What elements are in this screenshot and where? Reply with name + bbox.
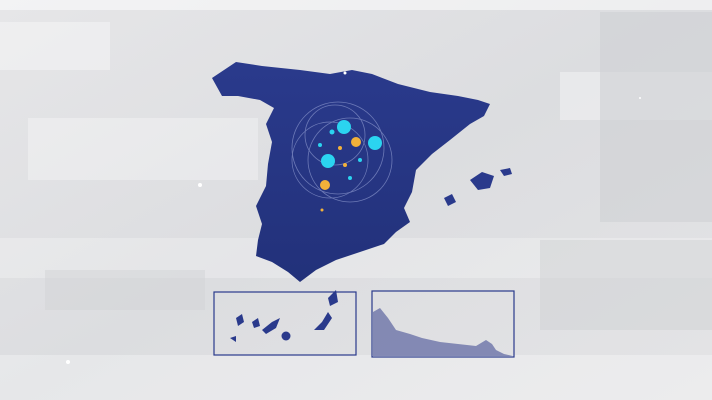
orbit-rings — [291, 101, 393, 203]
canary-inset — [213, 290, 357, 356]
spain-mainland — [212, 62, 490, 282]
sparkles — [66, 71, 641, 364]
data-points — [318, 120, 382, 212]
ceuta-melilla-inset — [371, 290, 515, 358]
balearic-islands — [444, 168, 512, 206]
